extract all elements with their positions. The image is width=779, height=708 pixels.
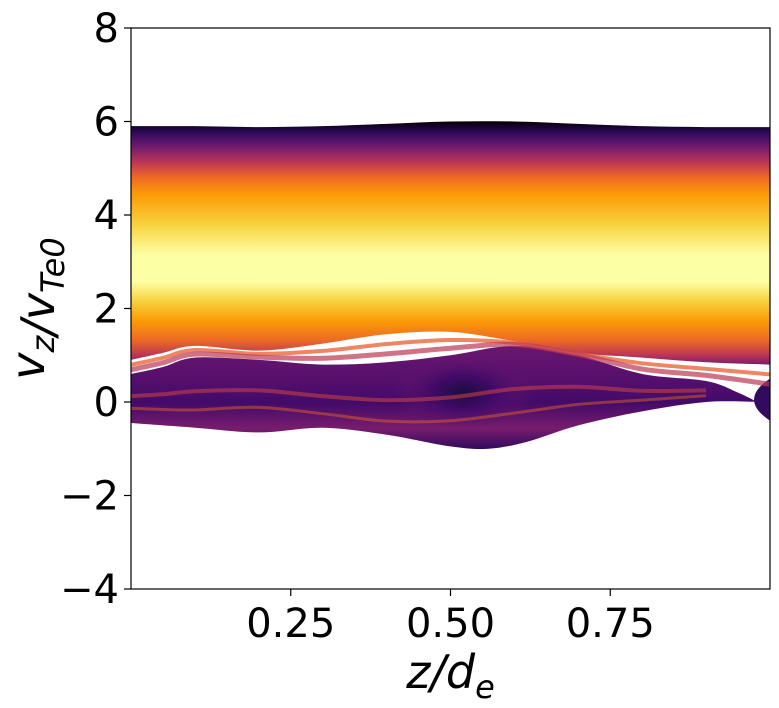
x-axis-label: z/de (405, 645, 495, 706)
filament-streak-3 (131, 384, 707, 403)
y-tick-label: −2 (60, 474, 119, 520)
y-axis-label: vz/vTe0 (1, 237, 72, 379)
x-tick-label: 0.75 (566, 601, 655, 647)
y-tick-label: 2 (94, 287, 119, 333)
main-beam-region (131, 121, 770, 365)
y-tick-label: 0 (94, 380, 119, 426)
plot-area (131, 121, 770, 450)
filament-streak-1 (131, 338, 770, 377)
y-tick-label: 6 (94, 100, 119, 146)
x-tick-label: 0.50 (406, 601, 495, 647)
filament-streak-4 (131, 394, 707, 424)
x-axis-ticks: 0.25 0.50 0.75 (246, 589, 655, 647)
x-tick-label: 0.25 (246, 601, 335, 647)
filament-streak-2 (131, 341, 770, 387)
cold-population-right-edge (754, 378, 770, 421)
vortex-core (393, 354, 534, 431)
y-axis-ticks: −4 −2 0 2 4 6 8 (60, 6, 131, 613)
y-tick-label: 8 (94, 6, 119, 52)
y-tick-label: −4 (60, 567, 119, 613)
y-tick-label: 4 (94, 193, 119, 239)
filaments (131, 338, 770, 424)
